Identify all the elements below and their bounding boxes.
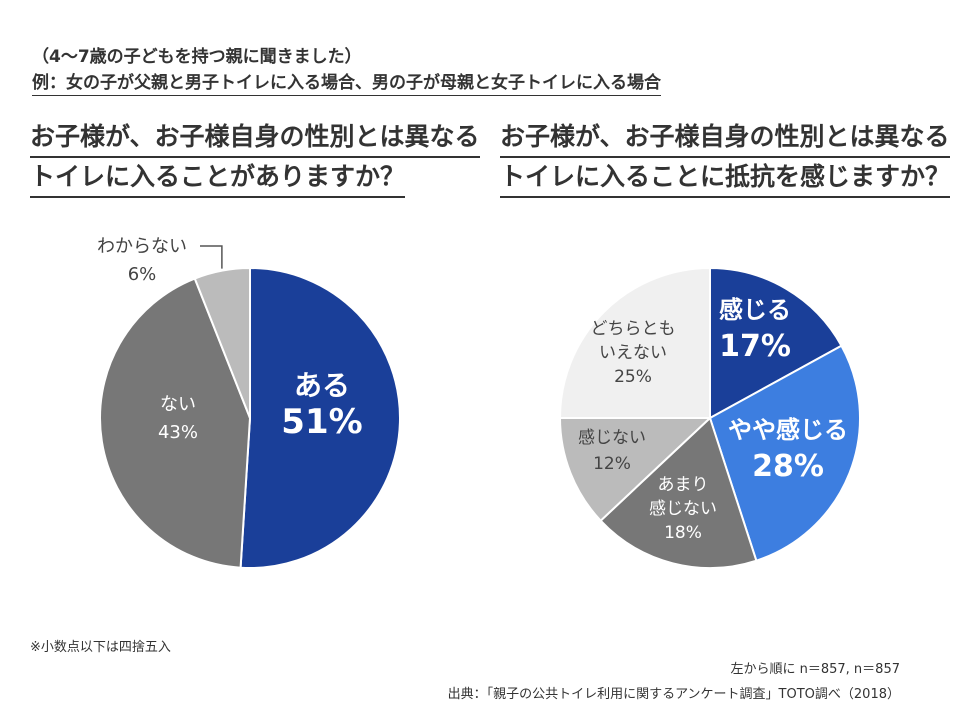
pie-2-slice-1-label: 感じる: [719, 296, 791, 324]
example-note: 例：女の子が父親と男子トイレに入る場合、男の子が母親と女子トイレに入る場合: [32, 68, 661, 96]
pie-1-slice-2-label: ない: [160, 394, 196, 415]
chart-1-title-line2: トイレに入ることがありますか？: [30, 158, 406, 198]
chart-1-title: お子様が、お子様自身の性別とは異なる トイレに入ることがありますか？: [30, 118, 480, 198]
pie-2-slice-1-value: 17%: [719, 329, 791, 364]
pie-2-slice-2: [708, 344, 861, 562]
chart-2-title: お子様が、お子様自身の性別とは異なる トイレに入ることに抵抗を感じますか？: [500, 118, 951, 198]
pie-2-slice-5-label: どちらとも: [591, 319, 676, 339]
chart-2-title-line2: トイレに入ることに抵抗を感じますか？: [500, 158, 951, 198]
source-note: 出典：「親子の公共トイレ利用に関するアンケート調査」TOTO調べ（2018）: [447, 687, 900, 702]
pie-2-slice-4: [558, 417, 713, 523]
pie-1-slice-3-label: わからない: [97, 236, 187, 257]
chart-1-title-line1: お子様が、お子様自身の性別とは異なる: [30, 118, 480, 158]
pie-1-slice-1-label: ある: [294, 369, 350, 402]
pie-2-slice-1: [709, 266, 843, 420]
pie-2-slice-2-label: やや感じる: [728, 416, 848, 444]
chart-2-title-line1: お子様が、お子様自身の性別とは異なる: [500, 118, 950, 158]
pie-1-slice-2: [99, 277, 252, 569]
pie-1-slice-1: [239, 266, 401, 569]
pie-2-slice-4-label: 感じない: [578, 428, 646, 448]
pie-chart-2: 感じる17%やや感じる28%あまり感じない18%感じない12%どちらともいえない…: [558, 266, 861, 569]
pie-2-slice-5-value: 25%: [614, 367, 652, 387]
pie-2-slice-5-label: いえない: [599, 343, 667, 363]
rounding-note: ※小数点以下は四捨五入: [30, 640, 171, 655]
pie-1-slice-1-value: 51%: [281, 402, 362, 442]
pie-2-slice-5: [558, 266, 711, 419]
pie-2-slice-3-label: 感じない: [649, 499, 717, 519]
pie-2-slice-4-value: 12%: [593, 454, 631, 474]
pie-1-slice-3-value: 6%: [128, 264, 157, 285]
pie-2-slice-2-value: 28%: [752, 449, 824, 484]
pie-2-slice-3-label: あまり: [658, 475, 709, 495]
pie-1-slice-2-value: 43%: [158, 422, 198, 443]
sample-size-note: 左から順に n＝857, n＝857: [730, 662, 900, 677]
pie-2-slice-3: [599, 416, 758, 569]
pie-2-slice-3-value: 18%: [664, 523, 702, 543]
survey-target-note: （4〜7歳の子どもを持つ親に聞きました）: [32, 47, 362, 67]
pie-1-slice-3: [193, 266, 251, 419]
pie-1-callout-line: [200, 245, 223, 269]
